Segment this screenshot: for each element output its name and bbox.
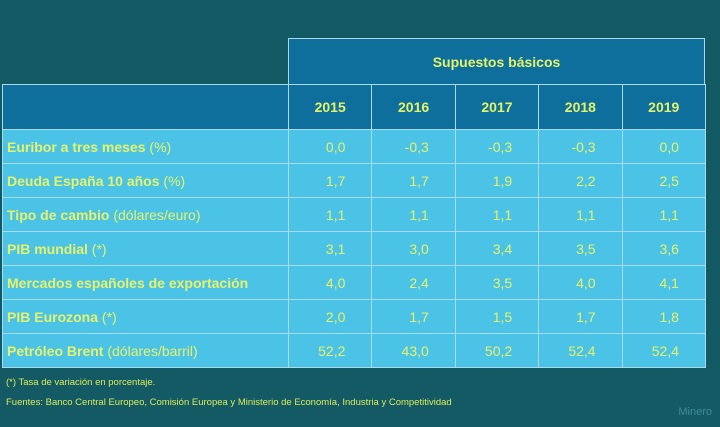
row-label-unit: (dólares/euro)	[113, 206, 201, 223]
row-label-text: Mercados españoles de exportación	[7, 274, 249, 291]
value-cell: 2,0	[287, 299, 373, 334]
sources-note: Fuentes: Banco Central Europeo, Comisión…	[6, 397, 452, 408]
row-label: PIB mundial (*)	[2, 231, 289, 266]
value-cell: 3,4	[454, 231, 540, 266]
value-cell: 2,2	[538, 163, 623, 198]
value-cell: -0,3	[538, 129, 623, 164]
year-header: 2017	[454, 84, 540, 130]
row-label-text: Deuda España 10 años	[7, 172, 160, 189]
row-label: Tipo de cambio (dólares/euro)	[2, 197, 289, 232]
row-label-text: Petróleo Brent	[7, 342, 104, 359]
row-label-text: Euribor a tres meses	[7, 138, 146, 155]
value-cell: 4,0	[538, 265, 623, 300]
value-cell: 1,1	[454, 197, 540, 232]
value-cell: 0,0	[621, 129, 706, 164]
value-cell: -0,3	[454, 129, 540, 164]
value-cell: 1,7	[371, 163, 456, 198]
value-cell: 3,1	[287, 231, 373, 266]
row-label-text: PIB mundial	[7, 240, 88, 257]
table-row: Tipo de cambio (dólares/euro) 1,1 1,1 1,1 1,…	[2, 197, 706, 232]
row-label-unit: (%)	[163, 172, 186, 189]
watermark: Minero	[678, 406, 712, 418]
value-cell: 1,9	[454, 163, 540, 198]
assumptions-table: 2015 2016 2017 2018 2019 Euribor a tres …	[2, 84, 706, 368]
value-cell: 3,5	[538, 231, 623, 266]
year-header-row: 2015 2016 2017 2018 2019	[2, 84, 706, 130]
value-cell: 1,7	[371, 299, 456, 334]
value-cell: 4,0	[287, 265, 373, 300]
value-cell: 4,1	[621, 265, 706, 300]
value-cell: 1,1	[538, 197, 623, 232]
row-label: Deuda España 10 años (%)	[2, 163, 289, 198]
value-cell: 3,6	[621, 231, 706, 266]
row-label: Mercados españoles de exportación	[2, 265, 289, 300]
table-row: PIB mundial (*) 3,1 3,0 3,4 3,5 3,6	[2, 231, 706, 266]
value-cell: 52,4	[538, 333, 623, 368]
super-header-supuestos-basicos: Supuestos básicos	[288, 38, 705, 84]
value-cell: 50,2	[454, 333, 540, 368]
value-cell: 43,0	[371, 333, 456, 368]
table-row: Euribor a tres meses (%) 0,0 -0,3 -0,3 -0,3 0…	[2, 129, 706, 164]
footnote: (*) Tasa de variación en porcentaje.	[6, 377, 156, 388]
header-blank	[2, 84, 289, 130]
value-cell: 3,0	[371, 231, 456, 266]
row-label-unit: (*)	[91, 240, 107, 257]
row-label-unit: (%)	[149, 138, 172, 155]
value-cell: 1,1	[371, 197, 456, 232]
row-label-text: PIB Eurozona	[7, 308, 99, 325]
year-header: 2019	[621, 84, 706, 130]
value-cell: 2,5	[621, 163, 706, 198]
value-cell: 1,5	[454, 299, 540, 334]
year-header: 2018	[538, 84, 623, 130]
year-header: 2015	[287, 84, 373, 130]
value-cell: -0,3	[371, 129, 456, 164]
table-row: Mercados españoles de exportación 4,0 2,4…	[2, 265, 706, 300]
row-label-unit: (*)	[101, 308, 117, 325]
year-header: 2016	[371, 84, 456, 130]
value-cell: 1,7	[287, 163, 373, 198]
value-cell: 52,4	[621, 333, 706, 368]
row-label-unit: (dólares/barril)	[107, 342, 198, 359]
value-cell: 3,5	[454, 265, 540, 300]
value-cell: 1,1	[287, 197, 373, 232]
table-row: Petróleo Brent (dólares/barril) 52,2 43,0 5…	[2, 333, 706, 368]
row-label-text: Tipo de cambio	[7, 206, 110, 223]
row-label: PIB Eurozona (*)	[2, 299, 289, 334]
value-cell: 1,8	[621, 299, 706, 334]
row-label: Euribor a tres meses (%)	[2, 129, 289, 164]
table-row: PIB Eurozona (*) 2,0 1,7 1,5 1,7 1,8	[2, 299, 706, 334]
row-label: Petróleo Brent (dólares/barril)	[2, 333, 289, 368]
table-row: Deuda España 10 años (%) 1,7 1,7 1,9 2,2 2,5	[2, 163, 706, 198]
value-cell: 2,4	[371, 265, 456, 300]
value-cell: 1,7	[538, 299, 623, 334]
value-cell: 1,1	[621, 197, 706, 232]
value-cell: 52,2	[287, 333, 373, 368]
value-cell: 0,0	[287, 129, 373, 164]
